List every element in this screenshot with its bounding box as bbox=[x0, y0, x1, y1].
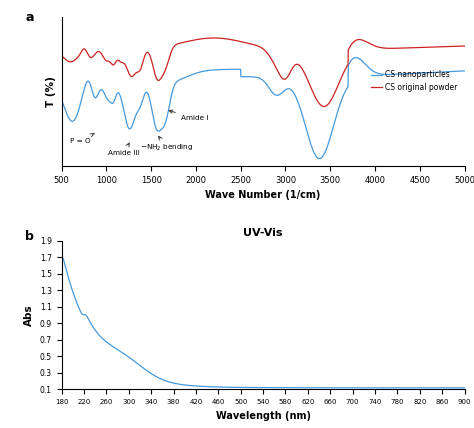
Text: Amide I: Amide I bbox=[169, 110, 208, 122]
CS original powder bbox=[228, 37, 234, 42]
CS original powder bbox=[231, 38, 237, 43]
Text: $-$NH$_2$ bending: $-$NH$_2$ bending bbox=[140, 137, 194, 153]
CS original powder bbox=[211, 36, 217, 41]
Text: a: a bbox=[26, 11, 34, 24]
Y-axis label: Abs: Abs bbox=[24, 304, 34, 326]
CS original powder bbox=[462, 44, 467, 49]
Text: Amide III: Amide III bbox=[108, 143, 140, 156]
CS nanoparticles bbox=[429, 70, 435, 75]
Legend: CS nanoparticles, CS original powder: CS nanoparticles, CS original powder bbox=[368, 67, 461, 95]
CS original powder bbox=[321, 104, 327, 109]
CS original powder bbox=[59, 53, 64, 58]
CS nanoparticles bbox=[353, 55, 359, 60]
CS nanoparticles bbox=[228, 67, 234, 72]
Text: P = O: P = O bbox=[70, 134, 94, 144]
Text: b: b bbox=[26, 230, 34, 243]
CS original powder bbox=[250, 42, 256, 47]
Line: CS original powder: CS original powder bbox=[62, 38, 465, 107]
X-axis label: Wave Number (1/cm): Wave Number (1/cm) bbox=[205, 190, 321, 200]
Title: UV-Vis: UV-Vis bbox=[243, 229, 283, 238]
CS nanoparticles bbox=[462, 68, 467, 74]
CS nanoparticles bbox=[352, 55, 357, 60]
Y-axis label: T (%): T (%) bbox=[46, 76, 56, 107]
CS nanoparticles bbox=[317, 156, 322, 161]
CS nanoparticles bbox=[59, 98, 64, 103]
X-axis label: Wavelength (nm): Wavelength (nm) bbox=[216, 411, 310, 421]
CS original powder bbox=[352, 39, 357, 44]
CS original powder bbox=[429, 45, 435, 50]
CS original powder bbox=[449, 44, 455, 49]
CS nanoparticles bbox=[231, 67, 237, 72]
CS nanoparticles bbox=[449, 69, 455, 74]
CS nanoparticles bbox=[250, 74, 256, 80]
Line: CS nanoparticles: CS nanoparticles bbox=[62, 57, 465, 159]
